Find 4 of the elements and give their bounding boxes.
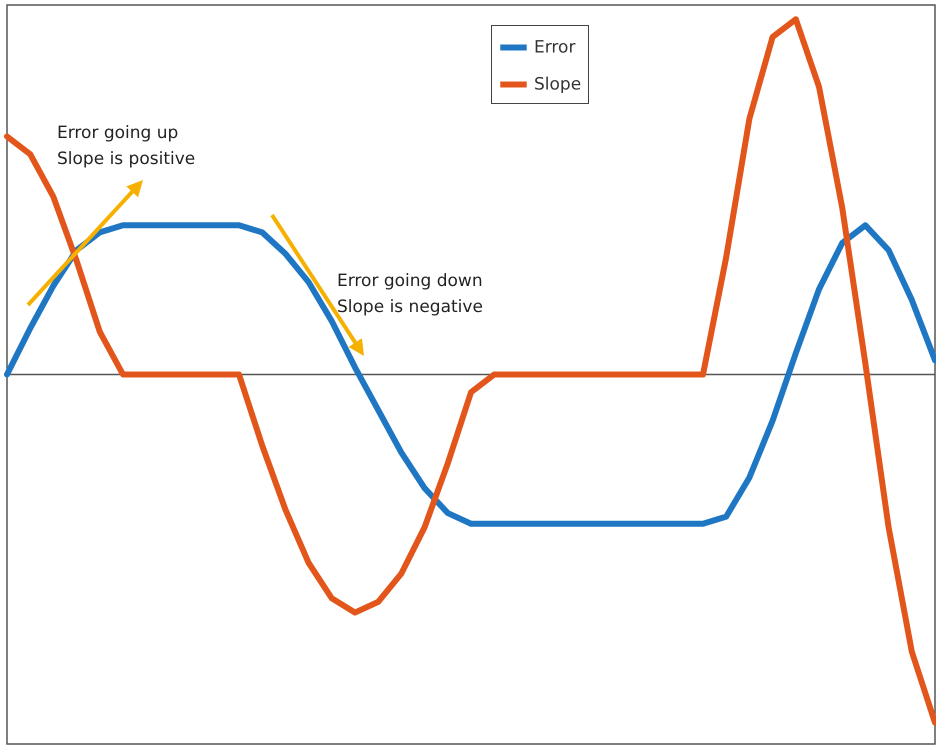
- annotation: Error going down Slope is negative: [337, 271, 483, 317]
- annotation: Error going up Slope is positive: [57, 123, 196, 169]
- legend-label: Slope: [534, 74, 582, 94]
- legend-label: Error: [534, 38, 576, 58]
